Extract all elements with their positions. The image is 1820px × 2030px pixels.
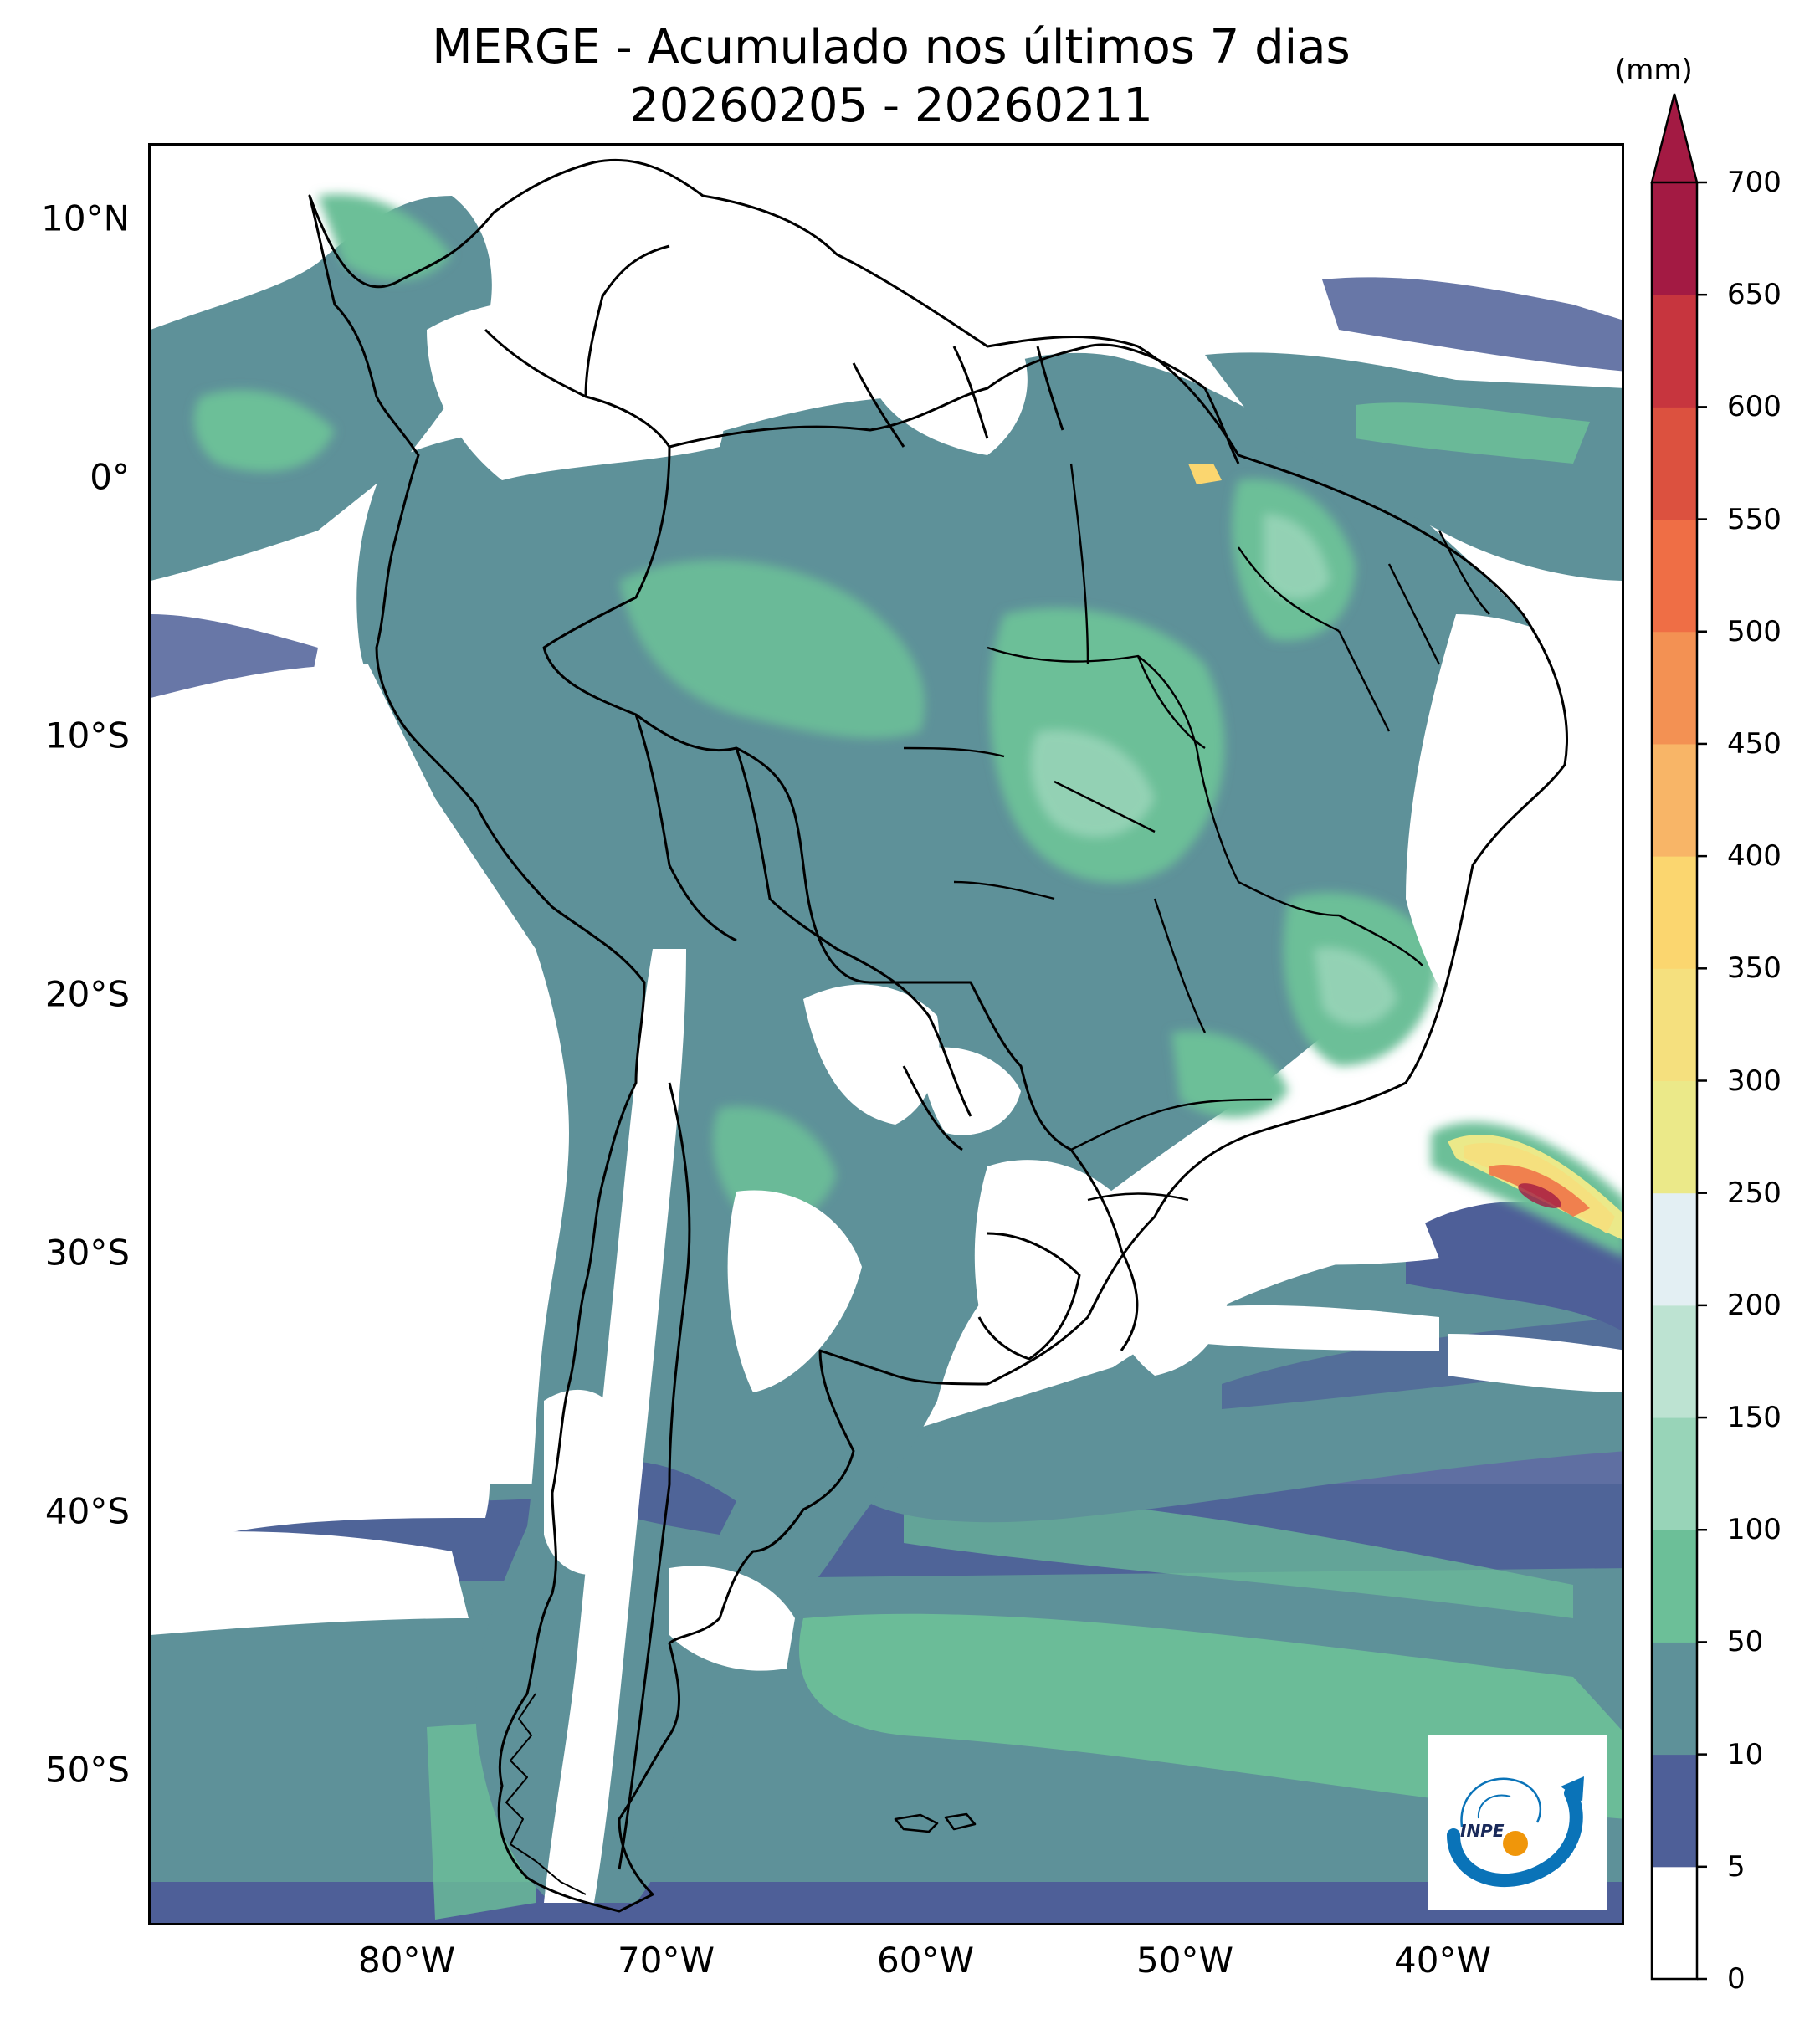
lat-tick-30s: 30°S	[44, 1232, 130, 1274]
colombia-venezuela-border	[484, 244, 671, 448]
dry-zones	[151, 146, 1622, 1903]
lat-tick-10n: 10°N	[41, 197, 130, 239]
colorbar-tick-label: 700	[1727, 166, 1782, 199]
colorbar-tick-label: 550	[1727, 502, 1782, 536]
colorbar-bin	[1652, 743, 1697, 857]
paraguay-border	[836, 947, 972, 1151]
colorbar-tick-label: 350	[1727, 951, 1782, 986]
inpe-sun-icon	[1503, 1831, 1528, 1856]
title-line-1: MERGE - Acumulado nos últimos 7 dias	[432, 20, 1351, 74]
colorbar	[1650, 93, 1707, 1981]
lon-tick-70w: 70°W	[618, 1940, 715, 1981]
brazil-state-borders	[903, 463, 1490, 1202]
precipitation-map	[151, 146, 1622, 1923]
lon-tick-40w: 40°W	[1394, 1940, 1491, 1981]
colorbar-tick-label: 300	[1727, 1064, 1782, 1098]
colorbar-bin	[1652, 295, 1697, 408]
colorbar-bin	[1652, 631, 1697, 745]
colorbar-bin	[1652, 1080, 1697, 1194]
colorbar-tick-label: 10	[1727, 1737, 1764, 1771]
map-title: MERGE - Acumulado nos últimos 7 dias 202…	[151, 18, 1632, 136]
colorbar-tick-label: 650	[1727, 278, 1782, 312]
lat-tick-50s: 50°S	[44, 1749, 130, 1791]
lat-tick-20s: 20°S	[44, 973, 130, 1015]
rain-field-south-ocean	[151, 1451, 1622, 1923]
lon-tick-50w: 50°W	[1136, 1940, 1233, 1981]
colorbar-tick-label: 200	[1727, 1288, 1782, 1322]
colorbar-tick-label: 50	[1727, 1625, 1764, 1659]
colorbar-bin	[1652, 968, 1697, 1081]
colorbar-bin	[1652, 1417, 1697, 1530]
colorbar-bin	[1652, 1754, 1697, 1868]
colorbar-tick-label: 400	[1727, 839, 1782, 874]
inpe-logo-text: INPE	[1460, 1821, 1505, 1841]
guianas-borders	[852, 346, 1064, 448]
political-boundaries	[308, 158, 1568, 1913]
colorbar-bin	[1652, 856, 1697, 969]
colorbar-bin	[1652, 407, 1697, 520]
colorbar-bin	[1652, 519, 1697, 633]
colorbar-tick-label: 250	[1727, 1176, 1782, 1210]
colorbar-tick-label: 100	[1727, 1513, 1782, 1547]
colorbar-bin	[1652, 1530, 1697, 1643]
argentina-chile-border	[618, 1082, 691, 1870]
colorbar-bin	[1652, 182, 1697, 295]
title-line-2: 20260205 - 20260211	[629, 79, 1153, 133]
lon-tick-60w: 60°W	[877, 1940, 974, 1981]
colorbar-ticks	[1697, 181, 1707, 1981]
patagonia-fjords	[505, 1693, 587, 1895]
colorbar-tick-label: 150	[1727, 1401, 1782, 1435]
colorbar-bin	[1652, 1192, 1697, 1306]
colorbar-bins	[1652, 182, 1697, 1980]
lat-tick-10s: 10°S	[44, 715, 130, 756]
inpe-logo-icon: INPE	[1447, 1776, 1584, 1887]
colorbar-tick-label: 0	[1727, 1962, 1746, 1996]
map-panel	[148, 143, 1624, 1925]
lat-tick-0: 0°	[90, 456, 130, 498]
lon-tick-80w: 80°W	[358, 1940, 455, 1981]
peru-bolivia-border	[634, 714, 838, 951]
rain-field-south-atlantic	[840, 1122, 1622, 1523]
colorbar-bin	[1652, 1866, 1697, 1980]
colorbar-bin	[1652, 1642, 1697, 1756]
uruguay-border	[977, 1232, 1081, 1361]
colorbar-tick-label: 500	[1727, 614, 1782, 648]
colorbar-tick-label: 600	[1727, 390, 1782, 424]
colorbar-bin	[1652, 1305, 1697, 1418]
colorbar-extend-arrow	[1650, 93, 1699, 184]
colorbar-tick-label: 5	[1727, 1849, 1746, 1884]
colorbar-unit: (mm)	[1615, 54, 1693, 87]
colorbar-tick-label: 450	[1727, 726, 1782, 761]
inpe-logo: INPE	[1428, 1735, 1607, 1910]
continent-coastline	[308, 158, 1568, 1913]
lat-tick-40s: 40°S	[44, 1490, 130, 1532]
falkland-islands	[894, 1812, 977, 1833]
